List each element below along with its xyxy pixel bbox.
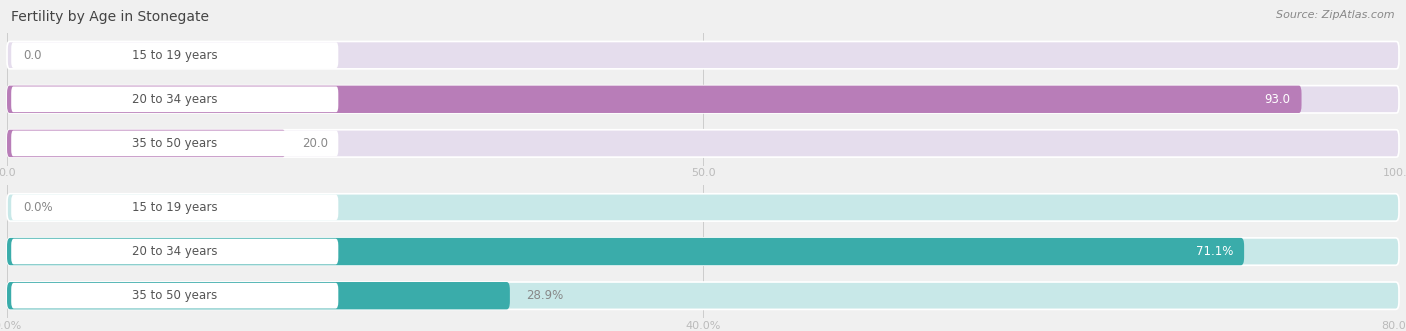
Text: Source: ZipAtlas.com: Source: ZipAtlas.com — [1277, 10, 1395, 20]
Text: 20 to 34 years: 20 to 34 years — [132, 93, 218, 106]
FancyBboxPatch shape — [7, 194, 1399, 221]
Text: 20.0: 20.0 — [302, 137, 328, 150]
FancyBboxPatch shape — [7, 282, 510, 309]
FancyBboxPatch shape — [11, 42, 339, 68]
FancyBboxPatch shape — [7, 238, 1399, 265]
FancyBboxPatch shape — [11, 130, 339, 156]
FancyBboxPatch shape — [7, 41, 1399, 69]
FancyBboxPatch shape — [7, 86, 1399, 113]
Text: 15 to 19 years: 15 to 19 years — [132, 49, 218, 62]
FancyBboxPatch shape — [7, 238, 1244, 265]
Text: 0.0: 0.0 — [24, 49, 42, 62]
Text: 28.9%: 28.9% — [527, 289, 564, 302]
FancyBboxPatch shape — [11, 195, 339, 220]
FancyBboxPatch shape — [7, 86, 1302, 113]
Text: 0.0%: 0.0% — [24, 201, 53, 214]
Text: 35 to 50 years: 35 to 50 years — [132, 289, 218, 302]
Text: Fertility by Age in Stonegate: Fertility by Age in Stonegate — [11, 10, 209, 24]
Text: 93.0: 93.0 — [1264, 93, 1291, 106]
FancyBboxPatch shape — [11, 239, 339, 264]
Text: 35 to 50 years: 35 to 50 years — [132, 137, 218, 150]
FancyBboxPatch shape — [11, 86, 339, 112]
FancyBboxPatch shape — [7, 282, 1399, 309]
FancyBboxPatch shape — [7, 130, 1399, 157]
Text: 20 to 34 years: 20 to 34 years — [132, 245, 218, 258]
FancyBboxPatch shape — [11, 283, 339, 308]
FancyBboxPatch shape — [7, 130, 285, 157]
Text: 15 to 19 years: 15 to 19 years — [132, 201, 218, 214]
Text: 71.1%: 71.1% — [1195, 245, 1233, 258]
